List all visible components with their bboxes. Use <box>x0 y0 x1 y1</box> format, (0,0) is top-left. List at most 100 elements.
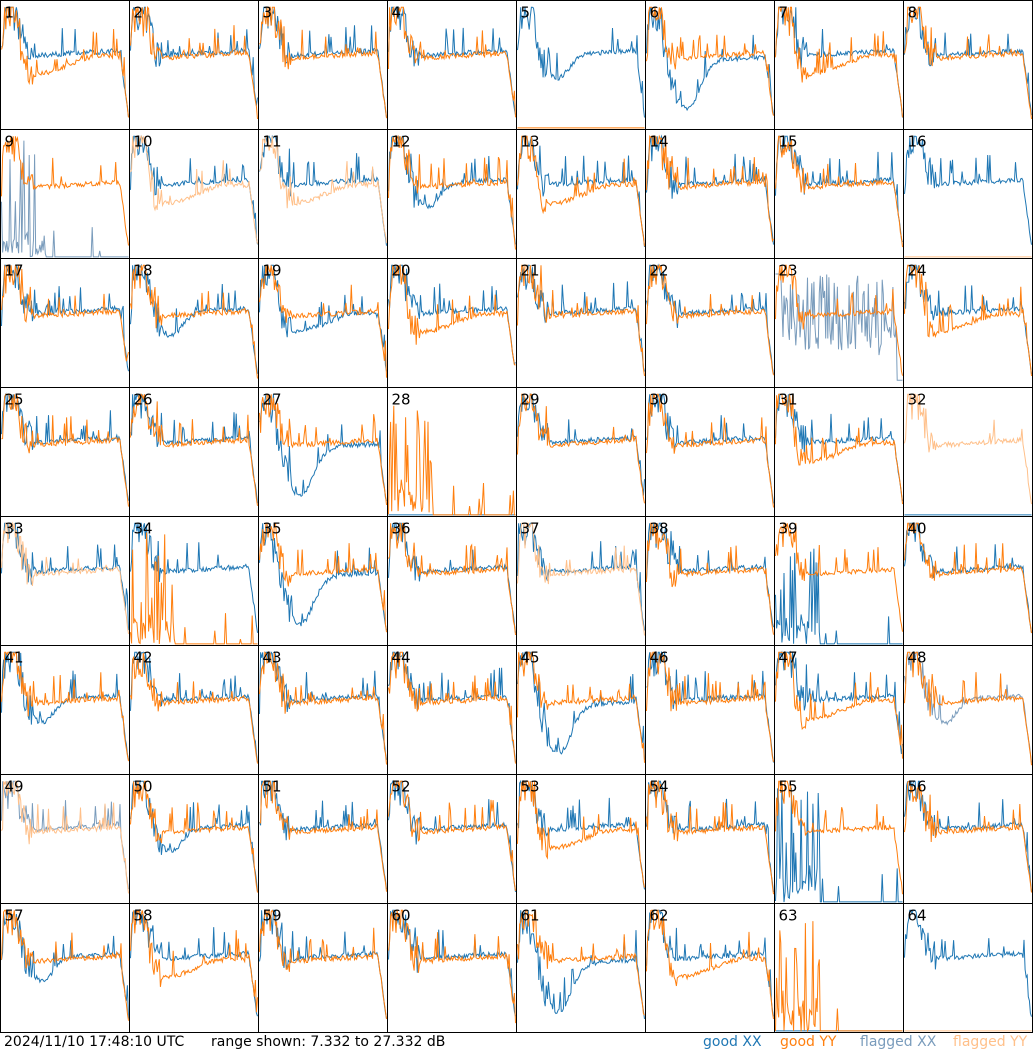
panel-32: 32 <box>903 387 1033 517</box>
series-yy-good <box>775 264 903 376</box>
series-yy-flagged <box>1 780 129 894</box>
series-xx-good <box>130 263 258 374</box>
series-yy-good <box>130 5 258 120</box>
series-xx-good <box>130 6 258 106</box>
panel-label: 61 <box>521 907 540 925</box>
series-yy-good <box>646 263 774 376</box>
panel-53: 53 <box>516 774 646 904</box>
panel-label: 2 <box>134 4 144 22</box>
panel-17: 17 <box>0 258 130 388</box>
series-xx-good <box>646 780 774 893</box>
panel-22: 22 <box>645 258 775 388</box>
series-yy-good <box>130 532 258 645</box>
panel-label: 27 <box>263 391 282 409</box>
series-yy-flagged <box>259 135 387 243</box>
legend-flagged-xx: flagged XX <box>860 1034 937 1050</box>
series-yy-good <box>1 6 129 118</box>
series-yy-good <box>517 780 645 888</box>
series-xx-good <box>1 6 129 118</box>
series-yy-good <box>130 780 258 893</box>
series-yy-good <box>259 522 387 633</box>
legend-flagged-yy: flagged YY <box>953 1034 1028 1050</box>
series-xx-good <box>775 393 903 502</box>
panel-label: 9 <box>5 133 15 151</box>
panel-38: 38 <box>645 516 775 646</box>
panel-7: 7 <box>774 0 904 130</box>
panel-label: 17 <box>5 262 24 280</box>
series-yy-good <box>904 522 1032 634</box>
series-xx-good <box>130 909 258 1017</box>
panel-43: 43 <box>258 645 388 775</box>
panel-28: 28 <box>387 387 517 517</box>
panel-33: 33 <box>0 516 130 646</box>
series-xx-good <box>259 523 387 631</box>
panel-61: 61 <box>516 903 646 1033</box>
series-xx-good <box>646 522 774 628</box>
series-yy-good <box>517 651 645 763</box>
range-text: range shown: 7.332 to 27.332 dB <box>211 1034 446 1050</box>
series-xx-good <box>904 264 1032 375</box>
panel-27: 27 <box>258 387 388 517</box>
series-yy-good <box>1 136 129 246</box>
series-xx-flagged <box>904 651 1032 763</box>
panel-label: 39 <box>779 520 798 538</box>
series-yy-good <box>646 779 774 895</box>
panel-10: 10 <box>129 129 259 259</box>
panel-label: 40 <box>908 520 927 538</box>
series-yy-good <box>388 909 516 1024</box>
panel-15: 15 <box>774 129 904 259</box>
series-xx-flagged <box>1 140 129 258</box>
panel-18: 18 <box>129 258 259 388</box>
series-xx-good <box>259 650 387 760</box>
panel-label: 13 <box>521 133 540 151</box>
panel-40: 40 <box>903 516 1033 646</box>
legend-good-xx: good XX <box>703 1034 762 1050</box>
series-xx-good <box>775 787 903 903</box>
series-yy-good <box>775 780 903 895</box>
panel-label: 24 <box>908 262 927 280</box>
panel-1: 1 <box>0 0 130 130</box>
series-xx-good <box>775 548 903 645</box>
panel-frame <box>387 0 517 130</box>
series-xx-good <box>517 6 645 118</box>
series-yy-good <box>517 909 645 1016</box>
panel-label: 54 <box>650 778 669 796</box>
panel-62: 62 <box>645 903 775 1033</box>
series-yy-good <box>388 134 516 250</box>
series-xx-good <box>1 264 129 372</box>
series-xx-good <box>388 135 516 245</box>
panel-label: 36 <box>392 520 411 538</box>
series-yy-good <box>775 135 903 248</box>
panel-55: 55 <box>774 774 904 904</box>
series-xx-good <box>1 522 129 631</box>
panel-label: 43 <box>263 649 282 667</box>
series-xx-good <box>904 522 1032 634</box>
panel-21: 21 <box>516 258 646 388</box>
panel-49: 49 <box>0 774 130 904</box>
series-yy-good <box>388 779 516 891</box>
panel-29: 29 <box>516 387 646 517</box>
panel-35: 35 <box>258 516 388 646</box>
panel-16: 16 <box>903 129 1033 259</box>
panel-30: 30 <box>645 387 775 517</box>
panel-label: 47 <box>779 649 798 667</box>
panel-2: 2 <box>129 0 259 130</box>
series-yy-flagged <box>904 393 1032 505</box>
panel-label: 5 <box>521 4 531 22</box>
panel-label: 48 <box>908 649 927 667</box>
series-yy-good <box>775 921 903 1033</box>
series-xx-good <box>904 909 1032 1017</box>
panel-label: 38 <box>650 520 669 538</box>
panel-63: 63 <box>774 903 904 1033</box>
panel-label: 28 <box>392 391 411 409</box>
panel-37: 37 <box>516 516 646 646</box>
panel-label: 23 <box>779 262 798 280</box>
panel-label: 8 <box>908 4 918 22</box>
panel-label: 56 <box>908 778 927 796</box>
panel-label: 15 <box>779 133 798 151</box>
series-xx-good <box>130 134 258 245</box>
series-yy-good <box>646 522 774 635</box>
panel-47: 47 <box>774 645 904 775</box>
panel-11: 11 <box>258 129 388 259</box>
series-xx-good <box>259 909 387 1019</box>
